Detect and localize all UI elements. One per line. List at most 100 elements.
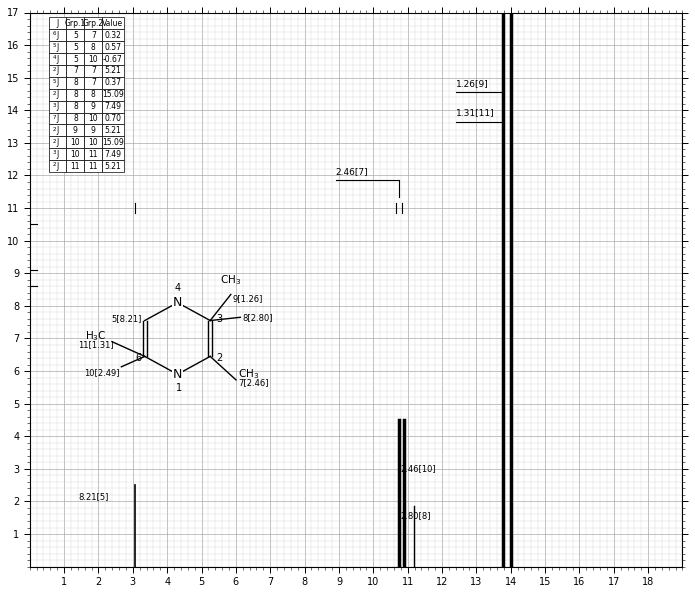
Bar	[67, 41, 84, 53]
Text: 7: 7	[91, 67, 96, 75]
Text: 5.21: 5.21	[104, 162, 121, 170]
Text: 2: 2	[53, 127, 56, 132]
Bar	[84, 29, 102, 41]
Text: 3: 3	[53, 150, 56, 156]
Bar	[102, 89, 124, 100]
Text: J: J	[56, 102, 59, 111]
Text: 7: 7	[91, 31, 96, 40]
Bar	[102, 137, 124, 148]
Text: 7: 7	[91, 78, 96, 87]
Bar	[67, 89, 84, 100]
Text: Value: Value	[102, 19, 124, 28]
Text: 10: 10	[88, 55, 98, 64]
Text: J: J	[56, 114, 59, 123]
Text: 7: 7	[73, 67, 78, 75]
Text: 10: 10	[88, 138, 98, 147]
Bar	[49, 113, 67, 125]
Bar	[102, 29, 124, 41]
Text: J: J	[56, 78, 59, 87]
Bar	[67, 17, 84, 29]
Text: 7.49: 7.49	[104, 150, 122, 159]
Text: N: N	[173, 368, 182, 381]
Bar	[84, 137, 102, 148]
Text: 8: 8	[73, 78, 78, 87]
Text: 2.80[8]: 2.80[8]	[401, 511, 432, 520]
Bar	[49, 53, 67, 65]
Text: 8: 8	[73, 114, 78, 123]
Text: J: J	[56, 90, 59, 99]
Bar	[67, 125, 84, 137]
Text: 8: 8	[73, 102, 78, 111]
Text: 5[8.21]: 5[8.21]	[111, 314, 141, 323]
Text: 2: 2	[216, 353, 222, 363]
Bar	[102, 77, 124, 89]
Text: 5.21: 5.21	[104, 126, 121, 135]
Text: H$_3$C: H$_3$C	[85, 329, 106, 343]
Text: 0.70: 0.70	[104, 114, 122, 123]
Text: J: J	[56, 138, 59, 147]
Bar	[49, 148, 67, 160]
Text: J: J	[56, 67, 59, 75]
Text: 11: 11	[88, 162, 98, 170]
Text: 6: 6	[53, 31, 56, 36]
Bar	[67, 100, 84, 113]
Bar	[102, 160, 124, 172]
Bar	[102, 41, 124, 53]
Bar	[49, 17, 67, 29]
Bar	[49, 160, 67, 172]
Bar	[84, 77, 102, 89]
Bar	[67, 29, 84, 41]
Bar	[84, 160, 102, 172]
Text: 9: 9	[91, 102, 96, 111]
Bar	[84, 125, 102, 137]
Text: Grp.1: Grp.1	[65, 19, 86, 28]
Bar	[84, 148, 102, 160]
Text: 5: 5	[53, 43, 56, 48]
Text: CH$_3$: CH$_3$	[238, 367, 259, 381]
Text: J: J	[56, 55, 59, 64]
Bar	[49, 89, 67, 100]
Text: CH$_3$: CH$_3$	[220, 273, 241, 287]
Text: N: N	[173, 296, 182, 309]
Text: 2: 2	[53, 162, 56, 168]
Text: 5.21: 5.21	[104, 67, 121, 75]
Text: 8: 8	[91, 43, 96, 52]
Text: 10: 10	[88, 114, 98, 123]
Bar	[67, 53, 84, 65]
Text: 2: 2	[53, 91, 56, 96]
Text: 8.21[5]: 8.21[5]	[79, 492, 108, 501]
Text: 15.09: 15.09	[102, 138, 124, 147]
Text: 7[2.46]: 7[2.46]	[238, 378, 269, 388]
Text: 6: 6	[136, 353, 141, 363]
Text: 1: 1	[176, 384, 182, 393]
Bar	[84, 113, 102, 125]
Text: 9: 9	[91, 126, 96, 135]
Text: Grp.2: Grp.2	[83, 19, 104, 28]
Text: 8: 8	[73, 90, 78, 99]
Text: 2.46[10]: 2.46[10]	[401, 465, 436, 473]
Text: 1.26[9]: 1.26[9]	[456, 79, 489, 88]
Bar	[67, 160, 84, 172]
Bar	[84, 53, 102, 65]
Text: 5: 5	[73, 31, 78, 40]
Bar	[67, 65, 84, 77]
Text: 5: 5	[73, 43, 78, 52]
Text: 11: 11	[88, 150, 98, 159]
Bar	[102, 17, 124, 29]
Text: 10: 10	[71, 150, 80, 159]
Bar	[67, 137, 84, 148]
Text: J: J	[56, 19, 58, 28]
Bar	[102, 53, 124, 65]
Text: 0.37: 0.37	[104, 78, 122, 87]
Text: 15.09: 15.09	[102, 90, 124, 99]
Bar	[84, 100, 102, 113]
Bar	[102, 100, 124, 113]
Text: 11: 11	[71, 162, 80, 170]
Text: 9: 9	[73, 126, 78, 135]
Text: J: J	[56, 43, 59, 52]
Bar	[84, 17, 102, 29]
Text: 3: 3	[216, 314, 222, 324]
Text: 2: 2	[53, 67, 56, 72]
Text: J: J	[56, 162, 59, 170]
Bar	[84, 89, 102, 100]
